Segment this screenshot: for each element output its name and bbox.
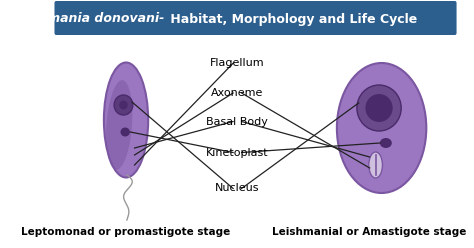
Text: Nucleus: Nucleus bbox=[215, 184, 260, 193]
FancyBboxPatch shape bbox=[55, 1, 456, 35]
Ellipse shape bbox=[120, 127, 130, 136]
Ellipse shape bbox=[119, 100, 128, 110]
Text: Habitat, Morphology and Life Cycle: Habitat, Morphology and Life Cycle bbox=[166, 12, 417, 26]
Ellipse shape bbox=[337, 63, 426, 193]
Text: Leptomonad or promastigote stage: Leptomonad or promastigote stage bbox=[21, 227, 231, 237]
Text: Leishmania donovani-: Leishmania donovani- bbox=[10, 12, 164, 26]
Ellipse shape bbox=[380, 138, 392, 148]
Text: Basal Body: Basal Body bbox=[206, 117, 268, 126]
Ellipse shape bbox=[106, 80, 132, 170]
Ellipse shape bbox=[369, 152, 383, 178]
Text: Leishmanial or Amastigote stage: Leishmanial or Amastigote stage bbox=[272, 227, 466, 237]
Text: Kinetoplast: Kinetoplast bbox=[206, 148, 269, 157]
Ellipse shape bbox=[365, 94, 392, 122]
Text: Flagellum: Flagellum bbox=[210, 58, 264, 68]
Text: Axoneme: Axoneme bbox=[211, 88, 264, 98]
Ellipse shape bbox=[357, 85, 401, 131]
Ellipse shape bbox=[114, 95, 133, 115]
Ellipse shape bbox=[104, 62, 148, 178]
